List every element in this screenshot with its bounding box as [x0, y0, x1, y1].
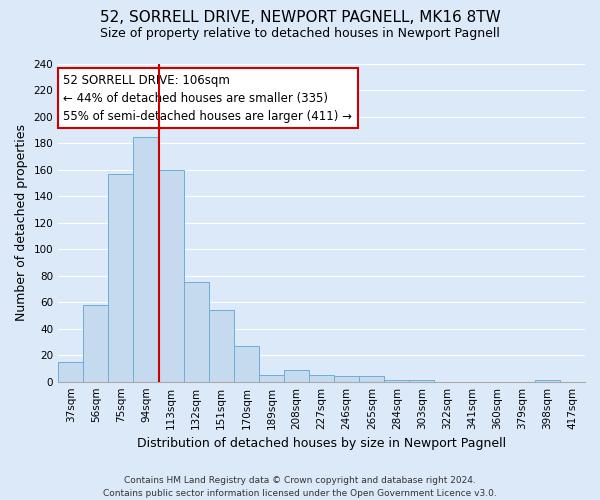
Bar	[133, 137, 158, 382]
Y-axis label: Number of detached properties: Number of detached properties	[15, 124, 28, 322]
Bar	[409, 380, 434, 382]
Bar	[109, 174, 133, 382]
Bar	[58, 362, 83, 382]
Bar	[284, 370, 309, 382]
Bar	[158, 170, 184, 382]
Text: 52, SORRELL DRIVE, NEWPORT PAGNELL, MK16 8TW: 52, SORRELL DRIVE, NEWPORT PAGNELL, MK16…	[100, 10, 500, 25]
Bar	[83, 305, 109, 382]
Bar	[184, 282, 209, 382]
Text: Contains HM Land Registry data © Crown copyright and database right 2024.
Contai: Contains HM Land Registry data © Crown c…	[103, 476, 497, 498]
Bar	[385, 380, 409, 382]
X-axis label: Distribution of detached houses by size in Newport Pagnell: Distribution of detached houses by size …	[137, 437, 506, 450]
Text: Size of property relative to detached houses in Newport Pagnell: Size of property relative to detached ho…	[100, 28, 500, 40]
Bar	[309, 375, 334, 382]
Bar	[359, 376, 385, 382]
Bar	[259, 375, 284, 382]
Bar	[334, 376, 359, 382]
Bar	[535, 380, 560, 382]
Text: 52 SORRELL DRIVE: 106sqm
← 44% of detached houses are smaller (335)
55% of semi-: 52 SORRELL DRIVE: 106sqm ← 44% of detach…	[64, 74, 352, 122]
Bar	[209, 310, 234, 382]
Bar	[234, 346, 259, 382]
